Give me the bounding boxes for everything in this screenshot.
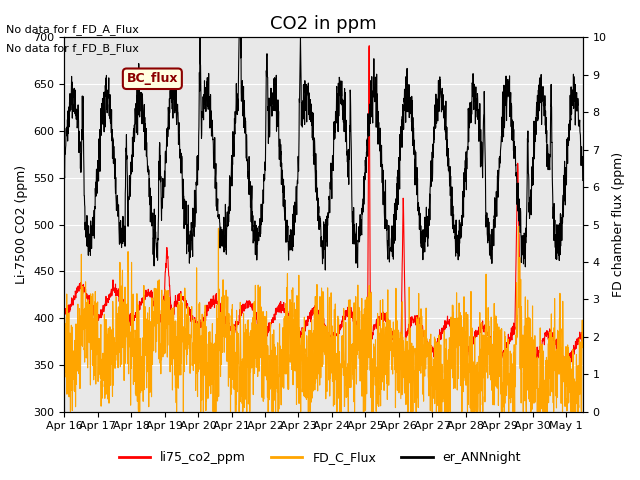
Y-axis label: FD chamber flux (ppm): FD chamber flux (ppm) xyxy=(612,152,625,297)
Text: No data for f_FD_B_Flux: No data for f_FD_B_Flux xyxy=(6,43,140,54)
Text: BC_flux: BC_flux xyxy=(127,72,178,85)
Legend: li75_co2_ppm, FD_C_Flux, er_ANNnight: li75_co2_ppm, FD_C_Flux, er_ANNnight xyxy=(114,446,526,469)
Text: No data for f_FD_A_Flux: No data for f_FD_A_Flux xyxy=(6,24,140,35)
Title: CO2 in ppm: CO2 in ppm xyxy=(270,15,377,33)
Y-axis label: Li-7500 CO2 (ppm): Li-7500 CO2 (ppm) xyxy=(15,165,28,284)
